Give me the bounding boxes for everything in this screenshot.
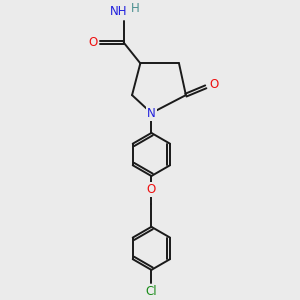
Text: O: O <box>209 78 218 91</box>
Text: N: N <box>147 106 156 120</box>
Text: NH: NH <box>110 5 128 18</box>
Text: O: O <box>88 36 97 49</box>
Text: Cl: Cl <box>146 285 157 298</box>
Text: O: O <box>147 183 156 196</box>
Text: H: H <box>131 2 140 16</box>
